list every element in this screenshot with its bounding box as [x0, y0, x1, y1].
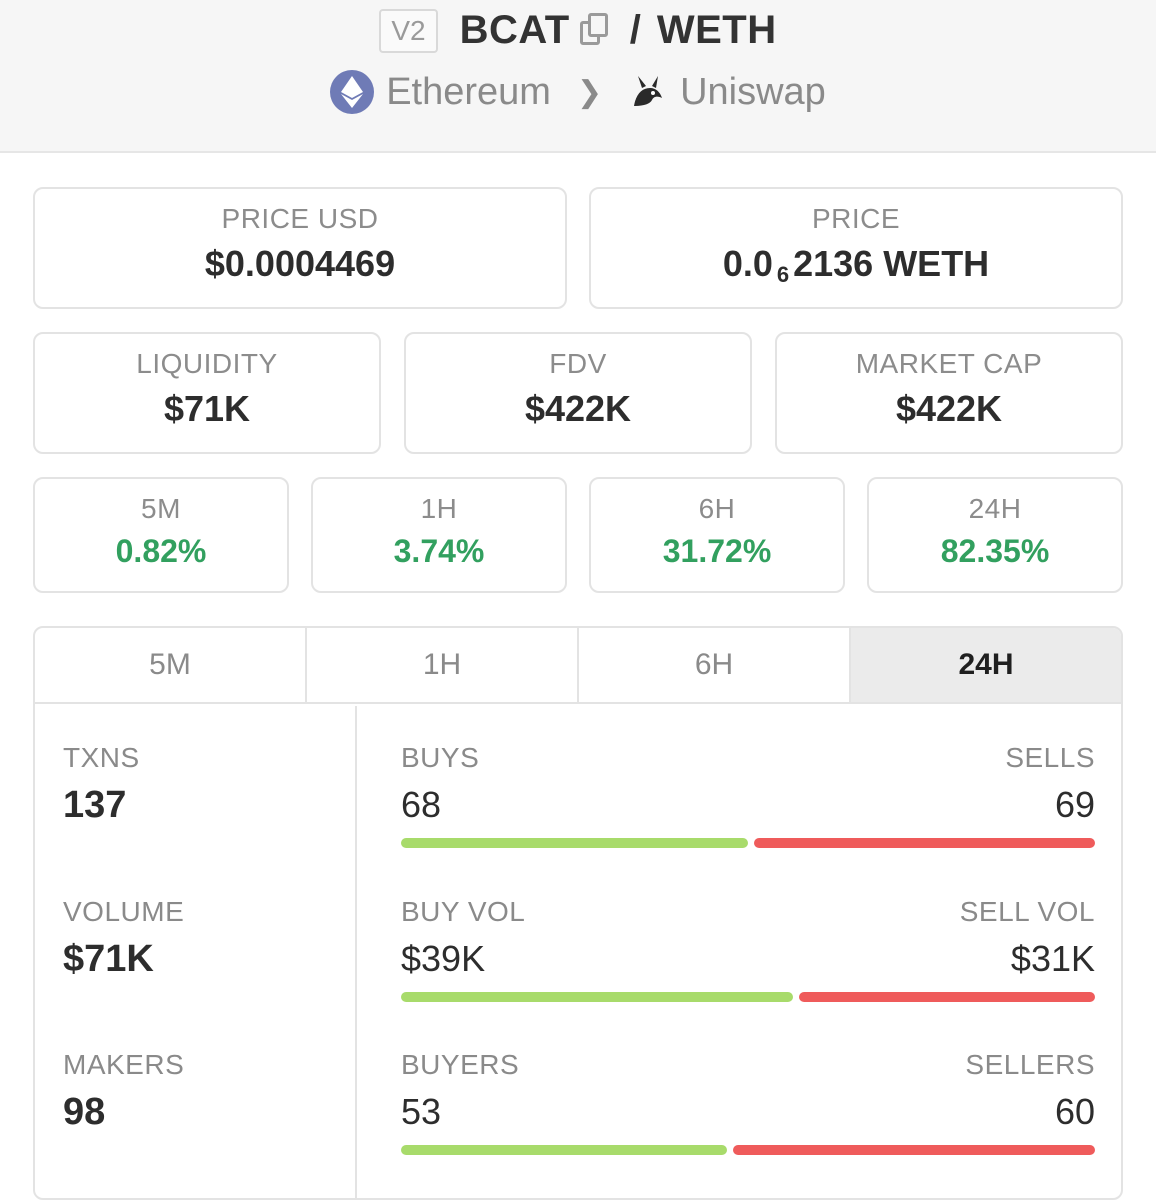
liquidity-label: LIQUIDITY [136, 348, 278, 379]
txns-label: TXNS [63, 742, 140, 773]
price-native-value: 0.0 6 2136 WETH [722, 243, 990, 287]
change-5m-card[interactable]: 5M 0.82% [33, 477, 289, 593]
txns-value: 137 [63, 784, 127, 826]
dex-link[interactable]: Uniswap [680, 70, 826, 113]
timeframe-tabs: 5M 1H 6H 24H [35, 628, 1121, 704]
liquidity-value: $71K [163, 388, 251, 429]
totals-column: TXNS 137 VOLUME $71K MAKERS 98 [35, 706, 357, 1198]
pair-title-row: V2 BCAT / WETH [0, 8, 1156, 53]
sell-vol-bar [799, 992, 1095, 1002]
fdv-card: FDV $422K [404, 332, 752, 454]
buys-sells-split: BUYS SELLS 68 69 [401, 742, 1095, 848]
sellers-value: 60 [1054, 1091, 1095, 1132]
buys-sells-bar [401, 838, 1095, 848]
fdv-label: FDV [549, 348, 607, 379]
change-1h-label: 1H [420, 493, 458, 524]
tab-24h[interactable]: 24H [851, 628, 1121, 702]
buys-label: BUYS [401, 742, 480, 773]
quote-token-symbol: WETH [656, 8, 777, 52]
liquidity-card: LIQUIDITY $71K [33, 332, 381, 454]
price-usd-value: $0.0004469 [204, 243, 396, 284]
volume-split: BUY VOL SELL VOL $39K $31K [401, 896, 1095, 1002]
uniswap-icon [634, 76, 663, 106]
change-24h-label: 24H [968, 493, 1022, 524]
price-native-label: PRICE [811, 203, 901, 234]
volume-value: $71K [63, 938, 154, 980]
volume-stat: VOLUME $71K [63, 896, 184, 981]
buys-value: 68 [401, 784, 442, 825]
change-24h-card[interactable]: 24H 82.35% [867, 477, 1123, 593]
buyers-value: 53 [401, 1091, 442, 1132]
sells-bar [754, 838, 1095, 848]
copy-icon[interactable] [579, 12, 610, 49]
buy-vol-value: $39K [401, 938, 486, 979]
market-cap-card: MARKET CAP $422K [775, 332, 1123, 454]
txns-stat: TXNS 137 [63, 742, 140, 827]
sells-label: SELLS [1005, 742, 1095, 773]
pair-separator: / [629, 8, 641, 52]
makers-label: MAKERS [63, 1049, 185, 1080]
version-badge: V2 [379, 8, 438, 53]
buyers-bar [401, 1145, 728, 1155]
base-token-symbol: BCAT [459, 8, 570, 52]
sells-value: 69 [1054, 784, 1095, 825]
change-5m-label: 5M [141, 493, 181, 524]
change-5m-value: 0.82% [115, 533, 207, 569]
sellers-bar [733, 1145, 1095, 1155]
sellers-label: SELLERS [965, 1049, 1095, 1080]
makers-value: 98 [63, 1091, 106, 1133]
change-1h-card[interactable]: 1H 3.74% [311, 477, 567, 593]
pair-header: V2 BCAT / WETH Ethereum ❯ Uniswap [0, 0, 1156, 153]
stats-panel: 5M 1H 6H 24H TXNS 137 VOLUME $71K MAKERS… [33, 626, 1123, 1200]
tab-6h[interactable]: 6H [579, 628, 851, 702]
tab-1h[interactable]: 1H [307, 628, 579, 702]
volume-label: VOLUME [63, 896, 185, 927]
ethereum-icon [330, 70, 375, 114]
price-native-card: PRICE 0.0 6 2136 WETH [589, 187, 1123, 309]
buyers-label: BUYERS [401, 1049, 520, 1080]
chain-link[interactable]: Ethereum [386, 70, 551, 113]
sell-vol-label: SELL VOL [959, 896, 1095, 927]
chain-breadcrumb: Ethereum ❯ Uniswap [0, 70, 1156, 114]
change-6h-label: 6H [698, 493, 736, 524]
market-cap-value: $422K [895, 388, 1003, 429]
traders-bar [401, 1145, 1095, 1155]
traders-split: BUYERS SELLERS 53 60 [401, 1049, 1095, 1155]
change-24h-value: 82.35% [940, 533, 1050, 569]
buy-vol-label: BUY VOL [401, 896, 526, 927]
chevron-right-icon: ❯ [576, 75, 603, 109]
price-usd-label: PRICE USD [221, 203, 379, 234]
buys-bar [401, 838, 748, 848]
tab-5m[interactable]: 5M [35, 628, 307, 702]
sell-vol-value: $31K [1010, 938, 1095, 979]
volume-bar [401, 992, 1095, 1002]
price-usd-card: PRICE USD $0.0004469 [33, 187, 567, 309]
change-6h-card[interactable]: 6H 31.72% [589, 477, 845, 593]
makers-stat: MAKERS 98 [63, 1049, 184, 1134]
fdv-value: $422K [524, 388, 632, 429]
change-6h-value: 31.72% [662, 533, 772, 569]
market-cap-label: MARKET CAP [855, 348, 1043, 379]
change-1h-value: 3.74% [393, 533, 485, 569]
buy-vol-bar [401, 992, 794, 1002]
